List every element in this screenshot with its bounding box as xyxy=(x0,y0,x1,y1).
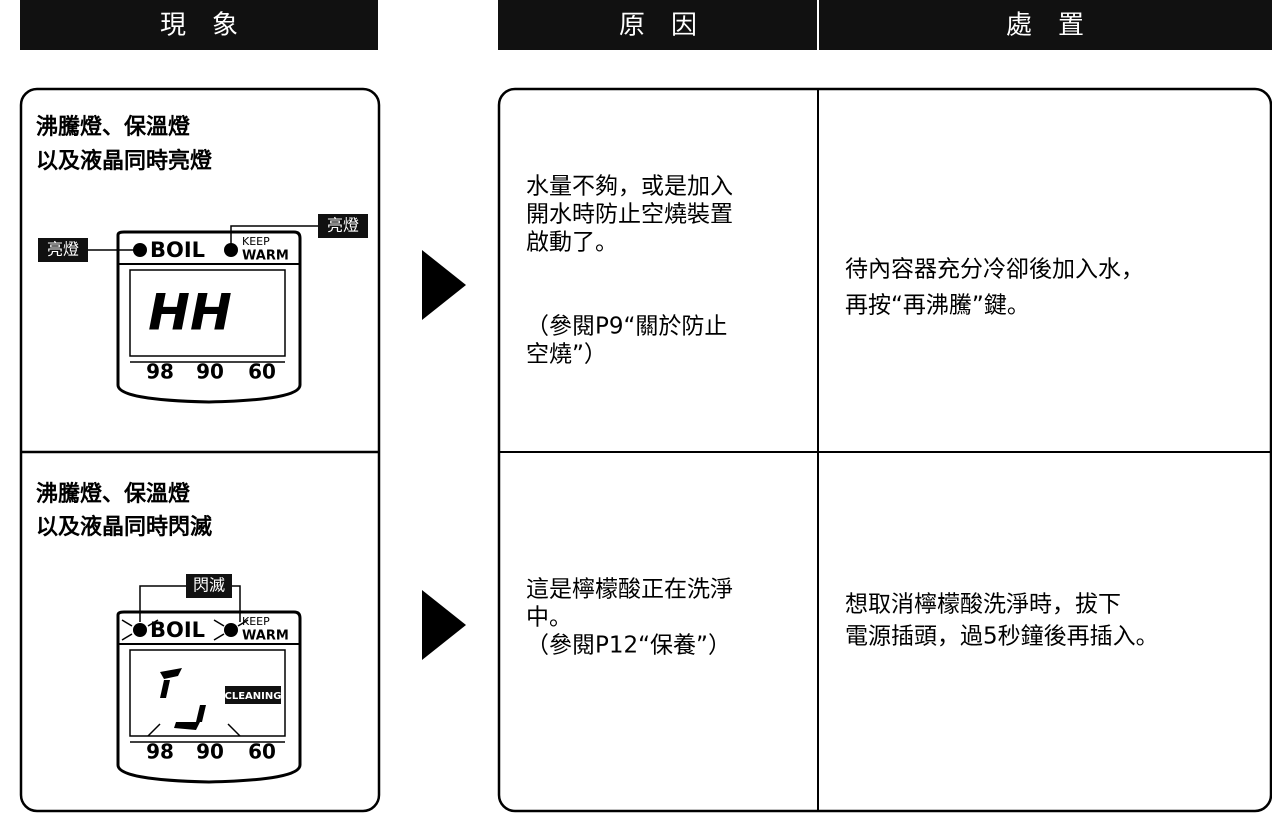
lcd-body xyxy=(116,230,302,404)
cause-text: 啟動了。 xyxy=(526,230,618,256)
temp-label: 98 xyxy=(146,360,174,384)
callout-line xyxy=(230,225,318,244)
blink-rays xyxy=(147,723,241,737)
header-cause: 原 因 xyxy=(619,11,697,41)
lcd-screen xyxy=(129,269,286,357)
cause-text: 中。 xyxy=(526,605,572,631)
callout-label: 閃滅 xyxy=(193,576,225,595)
cause-text: 這是檸檬酸正在洗淨 xyxy=(526,577,733,603)
callout-box xyxy=(186,574,232,598)
remedy-text: 再按“再沸騰”鍵。 xyxy=(845,293,1030,319)
callout-line xyxy=(139,585,186,622)
cause-text: 空燒”） xyxy=(526,342,607,368)
symptom-text: 以及液晶同時閃滅 xyxy=(36,514,212,540)
header-symptom: 現 象 xyxy=(160,11,238,41)
temp-label: 90 xyxy=(196,740,224,764)
header-remedy: 處 置 xyxy=(1006,11,1084,41)
blink-rays xyxy=(121,619,249,641)
boil-label: BOIL xyxy=(150,238,205,262)
cause-remedy-panel xyxy=(497,87,1272,813)
arrow xyxy=(422,590,466,660)
lcd-body xyxy=(116,610,302,784)
lcd-illustration: BOIL KEEP WARM CLEANING 98 90 60 閃滅 xyxy=(116,574,302,784)
cleaning-label: CLEANING xyxy=(225,691,282,702)
lcd-illustration: BOIL KEEP WARM HH 98 90 60 亮燈 亮燈 xyxy=(38,214,368,404)
temp-label: 60 xyxy=(248,360,276,384)
temp-label: 90 xyxy=(196,360,224,384)
boil-lamp xyxy=(133,243,147,257)
callout-label: 亮燈 xyxy=(327,216,359,235)
temp-label: 60 xyxy=(248,740,276,764)
cause-text: （參閱P12“保養”） xyxy=(526,633,731,659)
remedy-text: 待內容器充分冷卻後加入水， xyxy=(845,257,1144,283)
boil-lamp xyxy=(133,623,147,637)
header-bar xyxy=(20,0,378,50)
callout-line xyxy=(232,585,241,622)
warm-label: WARM xyxy=(242,249,289,264)
remedy-text: 電源插頭，過5秒鐘後再插入。 xyxy=(845,624,1159,650)
symptom-text: 沸騰燈、保溫燈 xyxy=(36,482,191,507)
cleaning-tag xyxy=(225,686,281,704)
temp-label: 98 xyxy=(146,740,174,764)
callout-box xyxy=(318,214,368,238)
lcd-segments xyxy=(160,668,206,730)
warm-label: WARM xyxy=(242,629,289,644)
lcd-digits: HH xyxy=(148,284,232,342)
remedy-text: 想取消檸檬酸洗淨時，拔下 xyxy=(845,592,1121,618)
callout-label: 亮燈 xyxy=(47,240,79,259)
keep-lamp xyxy=(224,623,238,637)
cause-text: 水量不夠，或是加入 xyxy=(526,174,733,200)
keep-label: KEEP xyxy=(242,235,270,248)
symptom-text: 以及液晶同時亮燈 xyxy=(36,148,213,174)
boil-label: BOIL xyxy=(150,618,205,642)
cause-text: （參閱P9“關於防止 xyxy=(526,314,727,340)
arrow xyxy=(422,250,466,320)
callout-box xyxy=(38,238,88,262)
keep-lamp xyxy=(224,243,238,257)
cause-text: 開水時防止空燒裝置 xyxy=(526,202,733,228)
header-bar xyxy=(498,0,1272,50)
keep-label: KEEP xyxy=(242,615,270,628)
lcd-screen xyxy=(129,649,286,737)
symptom-panel xyxy=(19,87,381,813)
symptom-text: 沸騰燈、保溫燈 xyxy=(36,115,191,140)
